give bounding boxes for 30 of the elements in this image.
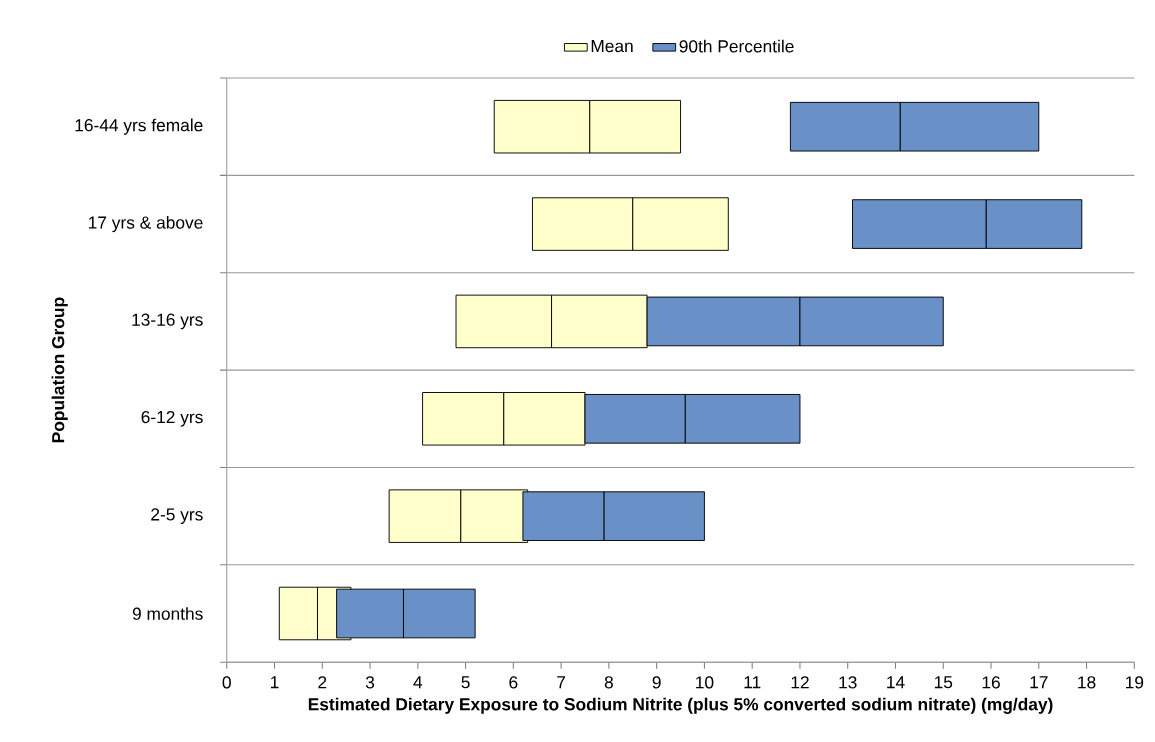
legend-label: 90th Percentile xyxy=(679,39,794,53)
x-tick-label: 0 xyxy=(222,676,231,689)
y-tick-label: 2-5 yrs xyxy=(151,508,203,524)
x-tick-label: 19 xyxy=(1126,676,1144,689)
x-tick-label: 2 xyxy=(318,676,327,689)
x-axis-title: Estimated Dietary Exposure to Sodium Nitrite (plus 5% converted sodium nitrate) (mg/day) xyxy=(308,697,1053,714)
y-tick-label: 13-16 yrs xyxy=(132,313,203,330)
y-axis-title: Population Group xyxy=(51,297,68,443)
x-tick-label: 10 xyxy=(696,676,714,689)
x-tick-label: 15 xyxy=(934,676,953,689)
x-tick-label: 14 xyxy=(887,676,905,689)
x-tick-label: 17 xyxy=(1030,676,1048,689)
x-tick-label: 11 xyxy=(744,676,761,689)
x-tick-label: 13 xyxy=(839,676,857,689)
legend-label: Mean xyxy=(591,39,633,53)
x-tick-label: 1 xyxy=(271,676,279,689)
y-tick-label: 9 months xyxy=(132,607,203,620)
x-tick-label: 6 xyxy=(509,676,518,689)
y-tick-label: 6-12 yrs xyxy=(141,410,203,427)
x-tick-label: 5 xyxy=(461,676,470,689)
y-tick-label: 16-44 yrs female xyxy=(75,118,203,135)
x-tick-label: 18 xyxy=(1078,676,1096,689)
x-tick-label: 8 xyxy=(604,676,613,689)
x-tick-label: 12 xyxy=(791,676,809,689)
y-tick-label: 17 yrs & above xyxy=(89,215,203,233)
x-tick-label: 3 xyxy=(365,676,375,689)
x-tick-label: 4 xyxy=(413,676,423,689)
x-tick-label: 16 xyxy=(982,676,1000,689)
x-tick-label: 9 xyxy=(652,676,661,689)
x-tick-label: 7 xyxy=(557,676,566,689)
